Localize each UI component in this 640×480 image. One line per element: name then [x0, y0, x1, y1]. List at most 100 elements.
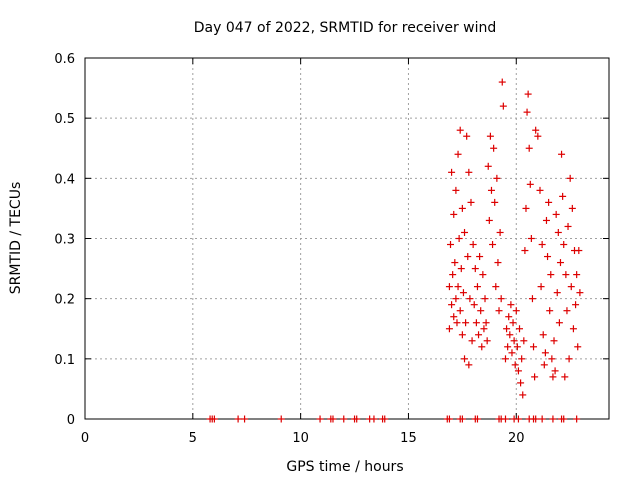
- data-point: [555, 319, 563, 327]
- data-point: [531, 373, 539, 381]
- data-point: [539, 331, 547, 339]
- data-point: [456, 126, 464, 134]
- data-point: [527, 235, 535, 242]
- data-point: [459, 289, 467, 297]
- data-point: [445, 283, 453, 291]
- data-point: [453, 319, 461, 327]
- data-point: [503, 325, 511, 333]
- data-point: [501, 355, 509, 363]
- data-point: [340, 415, 348, 423]
- data-point: [572, 301, 580, 309]
- data-point: [553, 289, 561, 297]
- data-point: [448, 168, 456, 176]
- data-point: [465, 361, 473, 369]
- data-point: [574, 343, 582, 351]
- x-tick-label: 0: [81, 431, 89, 446]
- data-point: [505, 313, 513, 321]
- y-tick-label: 0.6: [54, 52, 75, 67]
- y-tick-label: 0.4: [54, 172, 75, 187]
- data-point: [498, 78, 506, 86]
- data-point: [241, 415, 249, 423]
- data-point: [450, 210, 458, 218]
- data-point: [538, 241, 546, 249]
- data-point: [514, 367, 522, 375]
- data-point: [573, 415, 581, 423]
- data-point: [541, 349, 549, 357]
- data-point: [524, 90, 532, 98]
- data-point: [456, 307, 464, 315]
- data-point: [562, 271, 570, 279]
- data-point: [494, 259, 502, 267]
- data-point: [551, 367, 559, 375]
- data-point: [457, 265, 465, 273]
- data-point: [486, 132, 494, 140]
- data-point: [464, 253, 472, 261]
- data-point: [518, 355, 526, 363]
- data-point: [445, 415, 453, 423]
- data-point: [521, 247, 529, 255]
- data-point: [477, 307, 485, 315]
- data-point: [563, 307, 571, 315]
- data-point: [455, 235, 463, 242]
- axis-ticks: 0 0.1 0.2 0.3 0.4 0.5 0.6 0 5 10 15 20: [54, 52, 609, 446]
- data-point: [495, 307, 503, 315]
- data-point: [465, 168, 473, 176]
- data-point: [454, 283, 462, 291]
- x-tick-label: 5: [189, 431, 197, 446]
- data-point: [487, 186, 495, 194]
- data-point: [573, 271, 581, 279]
- x-tick-label: 10: [292, 431, 309, 446]
- data-point: [516, 325, 524, 333]
- data-point: [473, 415, 481, 423]
- data-point: [507, 301, 515, 309]
- data-point: [506, 331, 514, 339]
- data-point: [485, 216, 493, 224]
- data-point: [501, 415, 509, 423]
- data-point: [561, 373, 569, 381]
- data-point: [558, 150, 566, 158]
- data-point: [520, 337, 528, 345]
- data-point: [478, 343, 486, 351]
- data-point: [564, 222, 572, 230]
- data-point: [450, 313, 458, 321]
- data-point: [514, 415, 522, 423]
- data-point: [329, 415, 337, 423]
- data-point: [522, 204, 530, 212]
- x-tick-label: 15: [400, 431, 417, 446]
- data-point: [476, 253, 484, 261]
- data-point: [566, 174, 574, 182]
- data-point: [523, 108, 531, 116]
- data-point: [536, 186, 544, 194]
- data-point: [526, 180, 534, 188]
- y-tick-label: 0.2: [54, 293, 75, 308]
- data-point: [542, 216, 550, 224]
- data-point: [496, 228, 504, 236]
- data-point: [490, 144, 498, 152]
- y-tick-label: 0.5: [54, 112, 75, 127]
- data-point: [461, 355, 469, 363]
- x-tick-label: 20: [508, 431, 525, 446]
- data-point: [528, 295, 536, 303]
- data-point: [513, 343, 521, 351]
- data-point: [493, 174, 501, 182]
- data-point: [353, 415, 361, 423]
- data-point: [449, 271, 457, 279]
- data-point: [470, 301, 478, 309]
- data-point: [504, 343, 512, 351]
- data-point: [492, 283, 500, 291]
- data-point: [452, 186, 460, 194]
- data-point: [508, 349, 516, 357]
- data-point: [511, 361, 519, 369]
- data-point: [552, 210, 560, 218]
- data-point: [489, 241, 497, 249]
- data-point: [499, 102, 507, 110]
- data-point: [462, 319, 470, 327]
- data-point: [454, 150, 462, 158]
- data-point: [234, 415, 242, 423]
- data-point: [509, 319, 517, 327]
- data-point: [554, 228, 562, 236]
- data-point: [517, 379, 525, 387]
- data-point: [467, 198, 475, 206]
- y-tick-label: 0: [67, 413, 75, 428]
